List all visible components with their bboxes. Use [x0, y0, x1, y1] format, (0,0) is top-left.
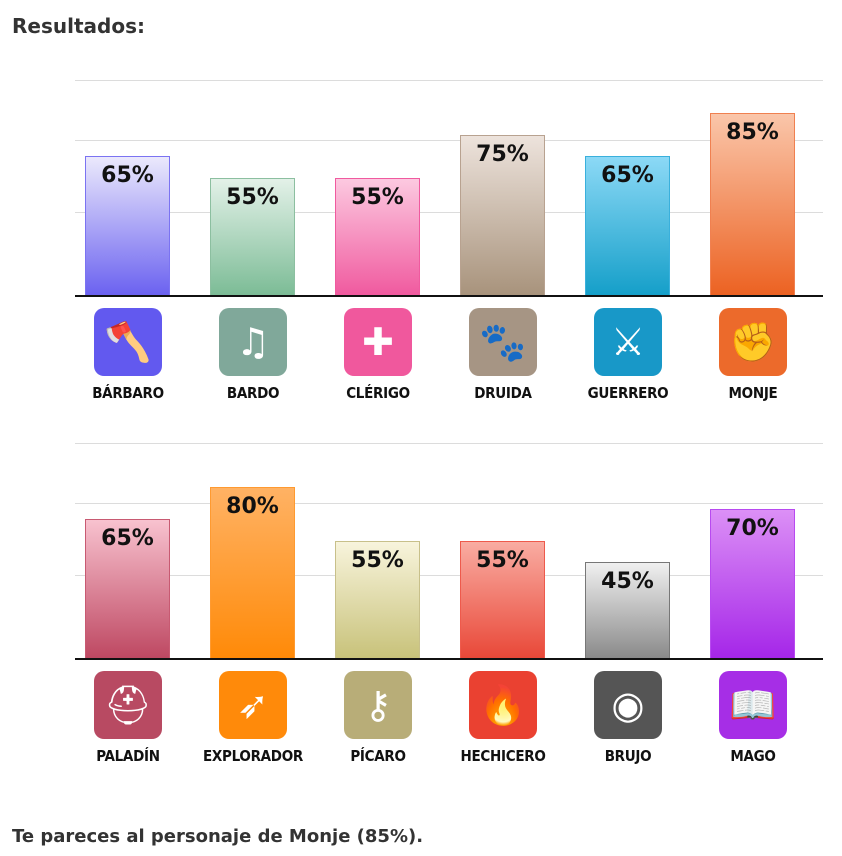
category-label: EXPLORADOR: [203, 747, 303, 765]
bar-3: 75%: [460, 134, 545, 296]
gridline: [75, 140, 823, 141]
bar-4: 45%: [585, 562, 670, 659]
class-chart-2: 65% ⛑ PALADÍN 80% ➶ EXPLORADOR 55% ⚷ PÍCARO 55% 🔥 H…: [0, 433, 842, 773]
result-summary: Te pareces al personaje de Monje (85%).: [12, 826, 424, 847]
category-label: PÍCARO: [350, 747, 406, 765]
bar-3: 55%: [460, 540, 545, 659]
bar-4: 65%: [585, 156, 670, 296]
gridline: [75, 503, 823, 504]
bar-value-label: 55%: [351, 547, 404, 573]
fist-icon: ✊: [719, 308, 787, 376]
bar-value-label: 55%: [226, 184, 279, 210]
category-label: PALADÍN: [96, 747, 160, 765]
bar-value-label: 65%: [101, 163, 154, 189]
eye-icon: ◉: [594, 671, 662, 739]
category-label: BÁRBARO: [92, 384, 164, 402]
gridline: [75, 443, 823, 444]
holy-cross-icon: ✚: [344, 308, 412, 376]
gridline: [75, 212, 823, 213]
bar-5: 70%: [710, 508, 795, 659]
class-chart-1: 65% 🪓 BÁRBARO 55% ♫ BARDO 55% ✚ CLÉRIGO 75% 🐾 DRUID…: [0, 70, 842, 410]
bar-value-label: 80%: [226, 494, 279, 519]
bar-2: 55%: [335, 540, 420, 659]
bar-2: 55%: [335, 177, 420, 296]
x-axis-baseline: [75, 295, 823, 297]
spellbook-icon: 📖: [719, 671, 787, 739]
flame-icon: 🔥: [469, 671, 537, 739]
results-heading: Resultados:: [12, 14, 145, 38]
category-label: CLÉRIGO: [346, 384, 410, 402]
paw-icon: 🐾: [469, 308, 537, 376]
bar-value-label: 65%: [601, 163, 654, 189]
category-label: GUERRERO: [587, 384, 669, 402]
bar-1: 80%: [210, 487, 295, 659]
bar-5: 85%: [710, 113, 795, 296]
bar-value-label: 75%: [476, 141, 529, 167]
category-label: HECHICERO: [460, 747, 546, 765]
bar-value-label: 55%: [351, 184, 404, 210]
category-label: DRUIDA: [474, 384, 532, 402]
bar-value-label: 70%: [726, 515, 779, 541]
bar-0: 65%: [85, 519, 170, 659]
category-label: MONJE: [728, 384, 778, 402]
key-dagger-icon: ⚷: [344, 671, 412, 739]
axe-icon: 🪓: [94, 308, 162, 376]
bow-icon: ➶: [219, 671, 287, 739]
category-label: BARDO: [226, 384, 280, 402]
category-label: BRUJO: [604, 747, 652, 765]
bar-value-label: 45%: [601, 569, 654, 595]
category-label: MAGO: [730, 747, 776, 765]
bar-value-label: 55%: [476, 547, 529, 573]
bar-0: 65%: [85, 156, 170, 296]
bar-value-label: 65%: [101, 526, 154, 552]
x-axis-baseline: [75, 658, 823, 660]
bar-1: 55%: [210, 177, 295, 296]
bar-value-label: 85%: [726, 120, 779, 146]
gridline: [75, 575, 823, 576]
crossed-swords-icon: ⚔: [594, 308, 662, 376]
lyre-icon: ♫: [219, 308, 287, 376]
helmet-icon: ⛑: [94, 671, 162, 739]
gridline: [75, 80, 823, 81]
